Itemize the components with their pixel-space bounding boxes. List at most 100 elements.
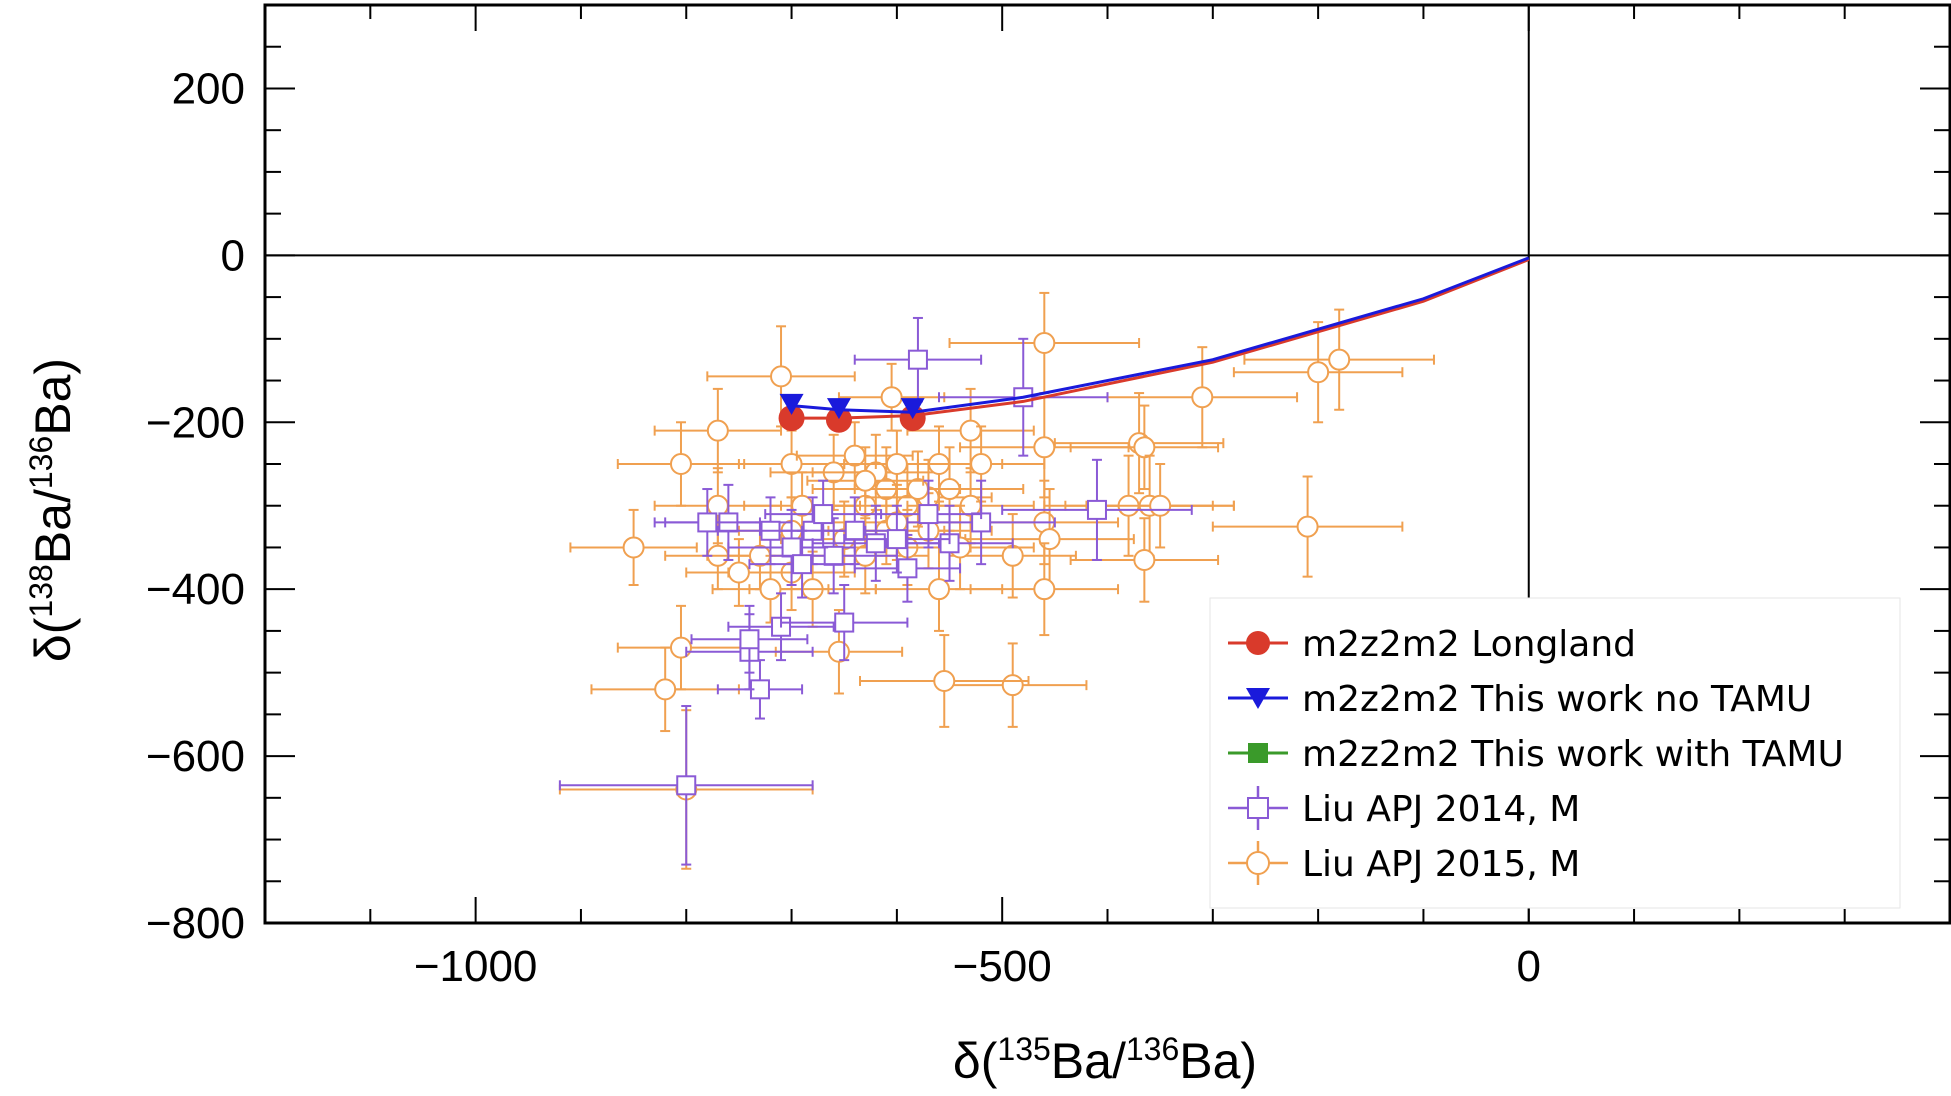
point-marker (739, 629, 760, 650)
series-layer (558, 256, 1530, 870)
point-marker (1086, 499, 1107, 520)
legend-label: m2z2m2 This work with TAMU (1302, 734, 1844, 775)
data-point (853, 533, 962, 603)
legend-item: Liu APJ 2015, M (1228, 841, 1580, 885)
legend-label: Liu APJ 2014, M (1302, 789, 1580, 830)
legend-marker (1246, 851, 1270, 875)
data-point (795, 421, 914, 491)
point-marker (669, 636, 692, 659)
legend-item: m2z2m2 This work no TAMU (1228, 679, 1812, 720)
legend-box (1209, 597, 1901, 909)
point-marker (844, 520, 865, 541)
data-point (569, 508, 698, 587)
point-marker (1149, 494, 1172, 517)
point-marker (897, 558, 918, 579)
point-marker (759, 578, 782, 601)
data-point (653, 488, 761, 557)
legend-label: m2z2m2 This work no TAMU (1302, 679, 1812, 720)
point-marker (826, 398, 851, 420)
point-marker (900, 398, 925, 420)
legend-marker (1246, 631, 1270, 655)
data-point (874, 479, 983, 549)
point-marker (770, 365, 793, 388)
point-marker (1133, 436, 1156, 459)
legend-item: m2z2m2 Longland (1228, 624, 1636, 665)
point-marker (791, 494, 814, 517)
point-marker (928, 578, 950, 601)
data-point (780, 584, 909, 662)
legend-item: m2z2m2 This work with TAMU (1228, 734, 1844, 775)
point-marker (778, 405, 805, 432)
point-marker (780, 453, 803, 475)
point-marker (1191, 386, 1214, 409)
point-marker (1033, 578, 1056, 601)
point-marker (1307, 361, 1330, 384)
data-point (711, 554, 830, 624)
y-tick-label: −200 (146, 398, 245, 447)
point-marker (834, 612, 855, 633)
data-point (853, 316, 983, 403)
point-marker (697, 512, 718, 533)
y-tick-label: 200 (172, 64, 245, 113)
point-marker (1001, 544, 1024, 567)
legend-item: Liu APJ 2014, M (1228, 786, 1580, 830)
point-marker (1296, 515, 1319, 538)
y-tick-label: −800 (146, 899, 245, 948)
data-point (653, 387, 783, 474)
point-marker (843, 444, 866, 467)
data-point (558, 705, 814, 866)
point-marker (779, 393, 804, 415)
point-marker (1033, 331, 1056, 354)
point-marker (959, 419, 982, 442)
point-marker (827, 640, 850, 663)
point-marker (970, 453, 993, 475)
data-point (859, 634, 1030, 728)
data-point (706, 325, 856, 428)
point-marker (1133, 548, 1156, 571)
point-marker (907, 349, 928, 370)
point-marker (622, 536, 645, 559)
legend: m2z2m2 Longland m2z2m2 This work no TAMU m… (1209, 597, 1901, 909)
y-tick-label: −600 (146, 732, 245, 781)
data-point (843, 504, 951, 574)
x-tick-label: −1000 (414, 942, 538, 991)
axes: −1000 −500 0 −800 −600 −400 −200 0 200 (146, 3, 1951, 991)
point-marker (823, 545, 844, 566)
point-marker (825, 406, 852, 433)
legend-marker (1247, 797, 1269, 819)
data-point (843, 429, 951, 499)
x-tick-label: −500 (953, 942, 1052, 991)
data-point (916, 425, 1046, 503)
data-point (948, 291, 1141, 395)
data-point (969, 542, 1120, 637)
point-marker (792, 554, 813, 575)
point-marker (854, 469, 877, 492)
point-marker (676, 775, 697, 796)
y-tick-label: −400 (146, 565, 245, 614)
y-axis-label: δ(138Ba/136Ba) (23, 358, 81, 662)
legend-marker (1248, 743, 1268, 763)
point-marker (1001, 674, 1024, 697)
point-marker (1038, 528, 1061, 551)
point-marker (1328, 348, 1351, 371)
data-point (590, 646, 740, 733)
point-marker (813, 504, 834, 525)
point-marker (865, 533, 886, 554)
point-marker (933, 669, 956, 692)
data-point (716, 659, 804, 720)
x-axis-label: δ(135Ba/136Ba) (953, 1031, 1257, 1089)
data-point (837, 362, 946, 432)
point-marker (886, 529, 907, 550)
series-3 (558, 316, 1193, 866)
data-point (690, 604, 809, 674)
data-point (616, 421, 746, 507)
legend-label: m2z2m2 Longland (1302, 624, 1636, 665)
legend-label: Liu APJ 2015, M (1302, 844, 1580, 885)
point-marker (918, 504, 939, 525)
data-point (685, 538, 793, 607)
data-point (906, 479, 1056, 566)
point-marker (906, 478, 929, 501)
x-tick-label: 0 (1517, 942, 1541, 991)
data-point (1001, 458, 1193, 561)
